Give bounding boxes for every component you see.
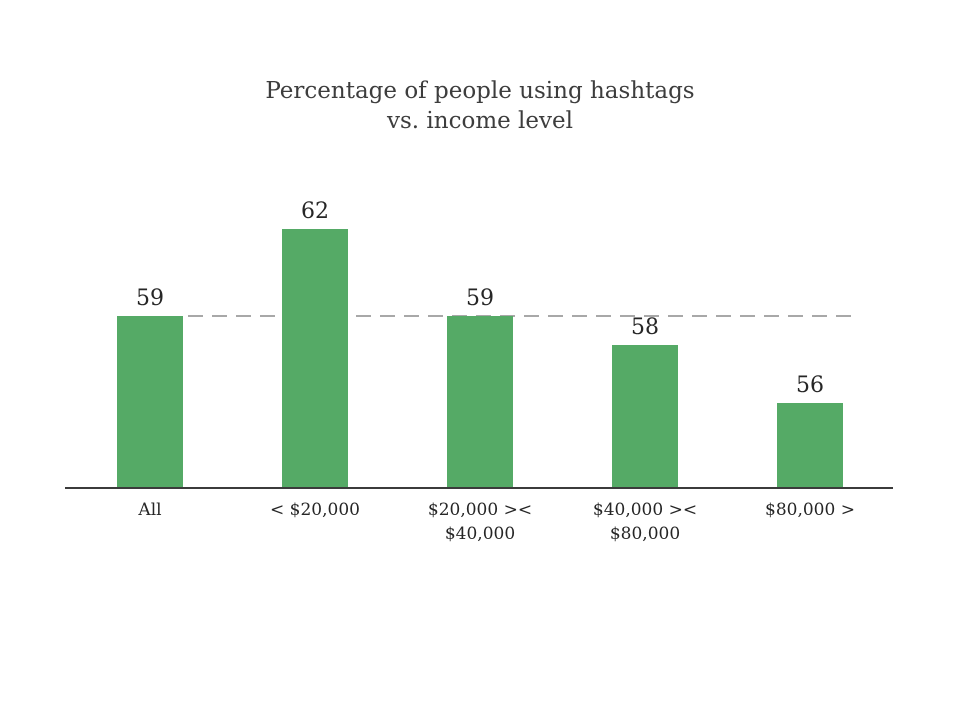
x-axis-tick-label-line: $20,000 >< [427, 500, 533, 520]
x-axis-tick-label: $40,000 >< $80,000 [560, 498, 730, 546]
x-axis-tick-label-line: $80,000 [609, 524, 681, 544]
bar [117, 316, 183, 488]
bar-value-label: 56 [796, 373, 824, 398]
chart-title: Percentage of people using hashtags vs. … [0, 76, 960, 136]
x-axis-tick-label: < $20,000 [230, 498, 400, 522]
x-axis-tick-label-line: < $20,000 [270, 500, 360, 520]
x-axis-tick-label-line: All [138, 500, 162, 520]
bar-value-label: 59 [136, 286, 164, 311]
x-axis-tick-label: $20,000 >< $40,000 [395, 498, 565, 546]
x-axis-line [65, 487, 893, 489]
x-axis-tick-label-line: $40,000 >< [592, 500, 698, 520]
x-axis-tick-label: All [65, 498, 235, 522]
x-axis-tick-label: $80,000 > [725, 498, 895, 522]
x-axis-tick-label-line: $80,000 > [765, 500, 855, 520]
chart-title-line-1: Percentage of people using hashtags [265, 78, 695, 104]
bar [447, 316, 513, 488]
reference-dashed-line [188, 315, 860, 317]
bar [777, 403, 843, 488]
chart-title-line-2: vs. income level [387, 108, 573, 134]
x-axis-tick-label-line: $40,000 [444, 524, 516, 544]
bar [282, 229, 348, 488]
bar [612, 345, 678, 488]
bar-value-label: 59 [466, 286, 494, 311]
bar-value-label: 62 [301, 199, 329, 224]
bar-value-label: 58 [631, 315, 659, 340]
